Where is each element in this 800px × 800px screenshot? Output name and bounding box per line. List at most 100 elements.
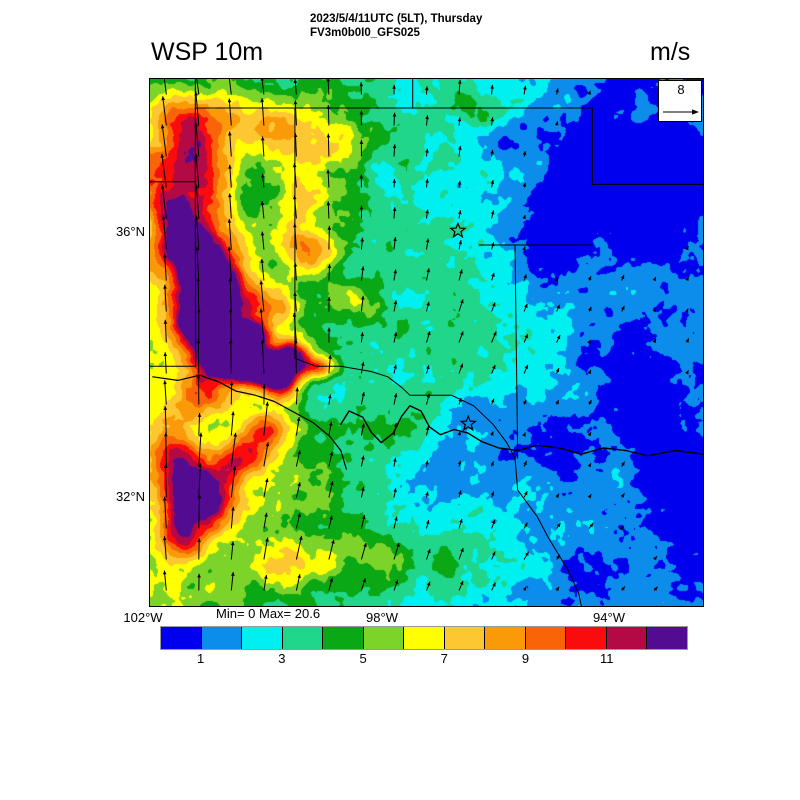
wind-vector [263,401,269,436]
wind-vector-head [327,296,331,301]
wind-vector-head [197,413,202,417]
wind-vector-head [260,98,264,102]
wind-vector [230,432,237,467]
wind-vector-head [227,246,232,251]
wind-vector-head [233,432,237,437]
wind-vector-head [621,461,625,466]
river-segment-east [340,405,703,457]
wind-vector-head [163,284,167,289]
wind-vector-head [162,570,167,575]
wind-vector-head [292,163,297,168]
field-name-label: WSP 10m [151,38,264,66]
wind-vector [295,339,297,374]
wind-vector-head [587,90,591,95]
wind-vector-head [490,210,495,215]
wind-vector-head [361,392,365,397]
wind-vector-head [491,519,496,525]
wind-vector-head [359,140,364,144]
wind-vector-head [621,305,625,310]
wind-vector-head [197,308,201,313]
wind-vector [229,193,232,219]
units-label: m/s [650,38,691,66]
wind-vector [161,153,167,188]
wind-vector-head [652,277,656,282]
wind-vector-head [492,365,496,370]
wind-vector-head [331,539,335,544]
wind-vector-head [163,496,167,501]
wind-vector-head [229,339,233,344]
wind-vector-head [393,422,398,427]
wind-vector-head [555,400,559,405]
colorbar-cell [404,627,445,649]
wind-vector-head [362,578,366,583]
map-header: 2023/5/4/11UTC (5LT), Thursday FV3m0b0I0… [0,0,800,78]
wind-vector [196,215,200,250]
wind-vector [294,100,297,126]
map-plot-area[interactable]: 8 [149,78,704,607]
wind-vector-head [426,301,430,306]
wind-vector-head [524,303,528,308]
state-border-nm-co [150,79,196,183]
wind-vector-head [459,269,463,274]
wind-vector [164,284,167,312]
wind-vector-head [492,302,496,307]
wind-vector-head [555,88,559,93]
wind-vector [293,163,297,188]
wind-vector-head [457,180,462,185]
wind-vector-head [363,542,367,547]
wind-vector-head [326,105,331,109]
wind-vector-head [652,308,656,313]
wind-vector-head [492,582,496,587]
wind-vector-head [523,460,527,466]
wind-vector [165,432,167,467]
wind-vector-head [228,131,232,136]
wind-vector-head [260,258,264,263]
wind-vector-head [460,299,464,304]
wind-vector-head [426,520,430,525]
wind-vector-head [361,455,365,460]
wind-vector [228,246,232,281]
wind-vector-head [326,201,331,206]
wind-vector-head [194,184,199,189]
wind-vector-head [459,580,464,586]
wind-vector-head [231,572,235,576]
wind-vector-head [264,512,268,517]
wind-vector-head [293,133,298,137]
colorbar-cell [323,627,364,649]
wind-vector-head [458,398,462,403]
wind-vector-head [392,179,397,183]
wind-vector-head [459,518,463,523]
wind-vector [163,79,167,95]
wind-vector [230,466,236,498]
colorbar-cell [242,627,283,649]
wind-vector-head [260,231,265,236]
star-marker [459,414,478,432]
wind-vector-head [196,277,200,282]
wind-vector-head [163,352,168,357]
wind-vector [195,153,200,188]
map-overlay-vectors-and-borders [150,79,703,606]
wind-vector-head [329,577,334,582]
wind-vector-head [328,394,332,399]
state-border-red-river [294,357,516,459]
wind-vector-head [261,136,265,141]
wind-vector-head [490,461,494,466]
state-border-tx-la [514,457,582,606]
wind-vector-head [393,364,397,369]
vector-reference-legend: 8 [658,80,702,122]
wind-vector [260,308,265,343]
wind-vector [162,215,167,250]
wind-vector-head [195,246,199,251]
wind-vector-head [361,487,365,492]
wind-vector [229,277,232,312]
wind-vector-head [228,277,232,282]
wind-vector-head [329,515,333,520]
wind-vector [327,133,330,157]
wind-vector-head [685,338,689,343]
wind-vector [230,339,232,374]
wind-vector-head [163,319,168,324]
title-model: FV3m0b0I0_GFS025 [310,27,420,39]
wind-vector-head [587,494,592,499]
wind-vector-head [522,215,526,220]
